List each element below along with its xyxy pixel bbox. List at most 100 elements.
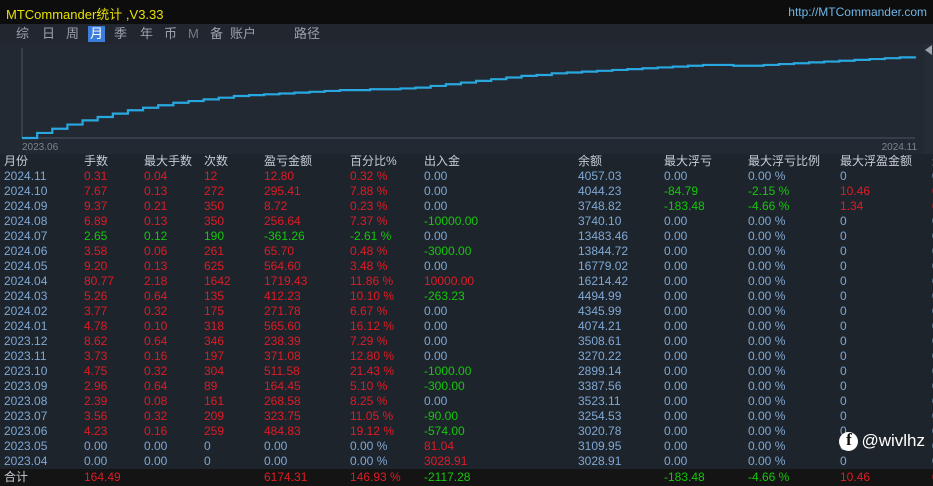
cell-max_fp: 0 (840, 379, 847, 393)
cell-max_dd_pct: 0.00 % (748, 334, 786, 348)
table-row[interactable]: 2024.11 0.31 0.04 12 12.80 0.32 % 0.00 4057.03 0… (0, 169, 933, 184)
table-row[interactable]: 2024.03 5.26 0.64 135 412.23 10.10 % -263.23 44… (0, 289, 933, 304)
table-row[interactable]: 2023.11 3.73 0.16 197 371.08 12.80 % 0.00 3270.… (0, 349, 933, 364)
menu-item-1[interactable]: 日 (42, 26, 56, 41)
table-row[interactable]: 2024.02 3.77 0.32 175 271.78 6.67 % 0.00 4345.9… (0, 304, 933, 319)
table-row[interactable]: 2023.08 2.39 0.08 161 268.58 8.25 % 0.00 3523.1… (0, 394, 933, 409)
cell-balance: 16214.42 (578, 274, 629, 288)
chart-scroll-left-arrow-icon[interactable] (925, 45, 932, 55)
menu-item-0[interactable]: 综 (16, 26, 30, 41)
menu-item-9[interactable]: 账户 (230, 26, 257, 41)
cell-max_dd: 0.00 (664, 319, 688, 333)
table-row[interactable]: 2024.01 4.78 0.10 318 565.60 16.12 % 0.00 4074.… (0, 319, 933, 334)
column-header-pnl[interactable]: 盈亏金额 (264, 154, 313, 168)
cell-count: 0 (204, 454, 211, 468)
table-row[interactable]: 2024.08 6.89 0.13 350 256.64 7.37 % -10000.00 3… (0, 214, 933, 229)
equity-curve-chart[interactable]: 2023.06 2024.11 (0, 44, 933, 154)
cell-max_dd: 0.00 (664, 229, 688, 243)
cell-percent: 11.86 % (350, 274, 394, 288)
cell-count: 12 (204, 169, 218, 183)
column-header-max_fp[interactable]: 最大浮盈金额 (840, 154, 913, 168)
cell-max_lots: 0.32 (144, 304, 168, 318)
cell-lots: 6.89 (84, 214, 108, 228)
menu-item-5[interactable]: 年 (140, 26, 154, 41)
cell-max_dd_pct: 0.00 % (748, 364, 786, 378)
cell-max_dd_pct: -4.66 % (748, 199, 790, 213)
column-header-lots[interactable]: 手数 (84, 154, 109, 168)
cell-percent: 19.12 % (350, 424, 395, 438)
table-row[interactable]: 2024.09 9.37 0.21 350 8.72 0.23 % 0.00 3748.82 -… (0, 199, 933, 214)
cell-percent: -2.61 % (350, 229, 392, 243)
column-header-max_dd_pct[interactable]: 最大浮亏比例 (748, 154, 821, 168)
cell-month: 2023.10 (4, 364, 48, 378)
cell-max_dd_pct: 0.00 % (748, 259, 786, 273)
table-row[interactable]: 2024.06 3.58 0.06 261 65.70 0.48 % -3000.00 138… (0, 244, 933, 259)
cell-deposit: -1000.00 (424, 364, 472, 378)
cell-percent: 11.05 % (350, 409, 394, 423)
cell-max_dd: 0.00 (664, 289, 688, 303)
mtcommander-statistics-window: MTCommander统计 ,V3.33 http://MTCommander.… (0, 0, 933, 470)
table-row[interactable]: 2023.12 8.62 0.64 346 238.39 7.29 % 0.00 3508.6… (0, 334, 933, 349)
menu-item-6[interactable]: 币 (164, 26, 178, 41)
table-row[interactable]: 2023.10 4.75 0.32 304 511.58 21.43 % -1000.00 2… (0, 364, 933, 379)
menu-item-10[interactable]: 路径 (294, 26, 321, 41)
cell-percent: 7.88 % (350, 184, 388, 198)
cell-count: 346 (204, 334, 225, 348)
site-url-link[interactable]: http://MTCommander.com (788, 5, 927, 19)
cell-max_lots: 0.13 (144, 214, 168, 228)
cell-lots: 3.77 (84, 304, 108, 318)
cell-lots: 80.77 (84, 274, 115, 288)
cell-lots: 2.39 (84, 394, 108, 408)
menu-item-3[interactable]: 月 (88, 26, 106, 42)
cell-deposit: -90.00 (424, 409, 459, 423)
column-header-month[interactable]: 月份 (4, 154, 29, 168)
table-row[interactable]: 2023.04 0.00 0.00 0 0.00 0.00 % 3028.91 3028.91… (0, 454, 933, 469)
column-header-balance[interactable]: 余额 (578, 154, 603, 168)
table-row[interactable]: 2023.09 2.96 0.64 89 164.45 5.10 % -300.00 3387… (0, 379, 933, 394)
cell-max_dd: 0.00 (664, 274, 688, 288)
table-row[interactable]: 2024.07 2.65 0.12 190 -361.26 -2.61 % 0.00 1348… (0, 229, 933, 244)
cell-balance: 13844.72 (578, 244, 629, 258)
column-header-max_dd[interactable]: 最大浮亏 (664, 154, 713, 168)
menu-item-2[interactable]: 周 (66, 26, 80, 41)
cell-percent: 8.25 % (350, 394, 388, 408)
cell-percent: 21.43 % (350, 364, 395, 378)
cell-deposit: 0.00 (424, 259, 448, 273)
menu-item-7[interactable]: M (188, 26, 199, 41)
total-cell-max_fp: 10.46 (840, 470, 871, 484)
cell-month: 2023.06 (4, 424, 48, 438)
cell-max_lots: 0.64 (144, 334, 168, 348)
menu-item-4[interactable]: 季 (114, 26, 128, 41)
cell-lots: 7.67 (84, 184, 108, 198)
cell-balance: 4044.23 (578, 184, 622, 198)
cell-lots: 3.58 (84, 244, 108, 258)
column-header-max_lots[interactable]: 最大手数 (144, 154, 193, 168)
cell-max_lots: 0.10 (144, 319, 168, 333)
table-row[interactable]: 2023.07 3.56 0.32 209 323.75 11.05 % -90.00 325… (0, 409, 933, 424)
menu-item-8[interactable]: 备 (210, 26, 224, 41)
cell-max_lots: 0.13 (144, 184, 168, 198)
table-row[interactable]: 2024.10 7.67 0.13 272 295.41 7.88 % 0.00 4044.2… (0, 184, 933, 199)
cell-balance: 3028.91 (578, 454, 622, 468)
cell-pnl: 12.80 (264, 169, 295, 183)
column-header-deposit[interactable]: 出入金 (424, 154, 461, 168)
cell-count: 1642 (204, 274, 231, 288)
total-cell-lots: 164.49 (84, 470, 121, 484)
table-row[interactable]: 2023.05 0.00 0.00 0 0.00 0.00 % 81.04 3109.95 0.… (0, 439, 933, 454)
cell-lots: 5.26 (84, 289, 108, 303)
cell-balance: 3740.10 (578, 214, 622, 228)
table-row[interactable]: 2024.04 80.77 2.18 1642 1719.43 11.86 % 10000.… (0, 274, 933, 289)
table-row[interactable]: 2024.05 9.20 0.13 625 564.60 3.48 % 0.00 16779.… (0, 259, 933, 274)
column-header-percent[interactable]: 百分比% (350, 154, 397, 168)
table-total-row: 合计 164.49 6174.31 146.93 % -2117.28 -183.48 -4… (0, 469, 933, 486)
cell-max_lots: 0.12 (144, 229, 168, 243)
cell-pnl: 256.64 (264, 214, 301, 228)
cell-month: 2023.11 (4, 349, 47, 363)
cell-max_fp: 0 (840, 334, 847, 348)
table-row[interactable]: 2023.06 4.23 0.16 259 484.83 19.12 % -574.00 30… (0, 424, 933, 439)
cell-max_fp: 0 (840, 319, 847, 333)
chart-scroll-edge[interactable] (924, 44, 933, 154)
cell-pnl: 323.75 (264, 409, 301, 423)
column-header-count[interactable]: 次数 (204, 154, 229, 168)
cell-month: 2024.06 (4, 244, 48, 258)
